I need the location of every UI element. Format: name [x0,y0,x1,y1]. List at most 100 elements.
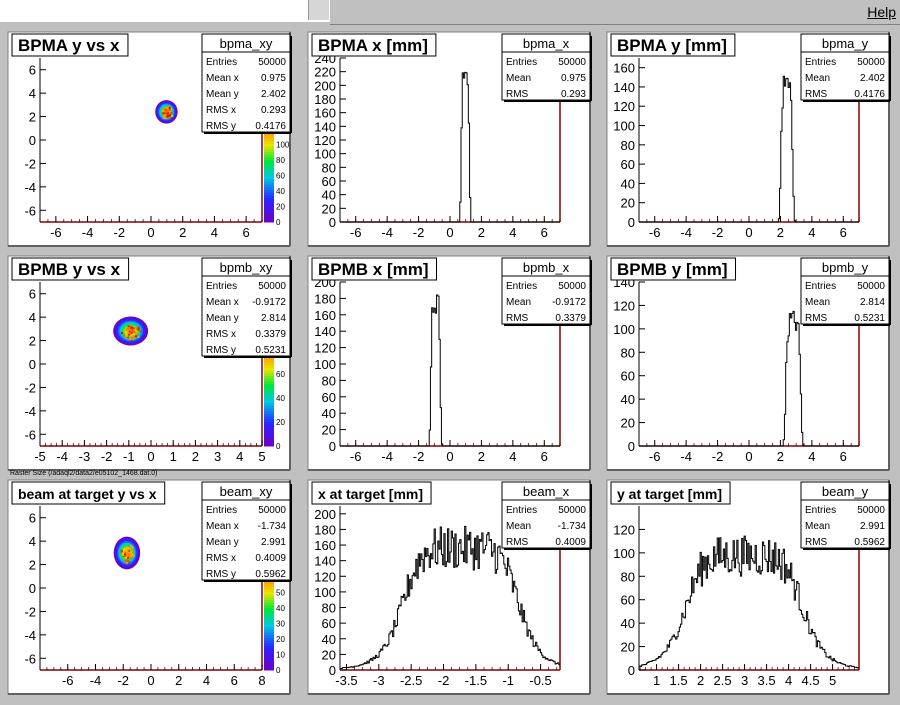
stats-value: 0.3379 [555,313,586,324]
density-cell [162,114,165,117]
stats-value: 50000 [258,57,286,68]
density-cell [162,112,165,115]
y-tick-label: 40 [322,632,336,647]
palette-tick-label: 0 [276,666,281,675]
title-box [610,33,736,57]
density-cell [127,551,130,554]
density-cell [125,552,128,555]
y-tick-label: 100 [314,585,336,600]
density-cell [171,114,174,117]
stats-value: 0.5962 [854,537,885,548]
density-cell [136,327,139,330]
y-tick-label: 20 [621,196,635,211]
palette-cell [264,203,274,207]
x-tick-label: -6 [649,225,661,240]
palette-cell [264,378,274,382]
scrollbar[interactable] [308,0,329,20]
palette-cell [264,159,274,163]
x-tick-label: -2 [712,225,724,240]
x-tick-label: -1 [502,673,514,688]
palette-cell [264,642,274,647]
stats-value: 50000 [258,281,286,292]
x-tick-label: 6 [231,673,238,688]
x-tick-label: -2 [117,673,129,688]
density-cell [129,326,132,329]
palette-cell [264,410,274,415]
histogram-line [639,310,859,447]
palette-cell [264,626,274,630]
stats-value: 50000 [857,281,885,292]
palette-tick-label: 40 [276,187,285,196]
density-cell [124,553,127,556]
x-tick-label: -1 [123,449,135,464]
palette-cell [264,432,274,436]
palette-cell [264,359,274,363]
y-tick-label: 20 [621,640,635,655]
x-tick-label: -3 [79,449,91,464]
density-cell [124,334,127,337]
x-tick-label: -2 [101,449,113,464]
y-tick-label: -6 [24,203,36,218]
palette-cell [264,394,274,398]
stats-label: Mean y [206,313,239,324]
y-tick-label: 4 [29,534,36,549]
x-tick-label: 4 [236,449,243,464]
y-tick-label: 120 [314,569,336,584]
density-cell [125,561,128,564]
palette-cell [264,389,274,393]
y-tick-label: 40 [621,176,635,191]
y-tick-label: 120 [314,341,336,356]
density-cell [166,115,169,118]
palette-tick-label: 20 [276,418,285,427]
y-tick-label: -6 [24,427,36,442]
density-cell [129,332,132,335]
histogram-line [639,535,859,669]
stats-label: Entries [206,57,237,68]
density-cell [138,330,141,333]
stats-value: -0.9172 [552,297,586,308]
y-tick-label: 120 [613,298,635,313]
palette-tick-label: 100 [276,141,290,150]
density-cell [130,555,133,558]
stats-value: 0.5962 [255,569,286,580]
x-tick-label: -0.5 [529,673,551,688]
x-tick-label: 0 [745,449,752,464]
stats-value: 0.975 [261,73,286,84]
density-cell [131,549,134,552]
palette-cell [264,440,274,444]
y-tick-label: 20 [322,647,336,662]
stats-label: Entries [805,281,836,292]
palette-cell [264,208,274,212]
x-tick-label: 6 [840,225,847,240]
density-cell [132,327,135,330]
palette-cell [264,213,274,218]
palette-cell [264,664,274,668]
y-tick-label: -2 [24,380,36,395]
density-cell [128,552,131,555]
density-cell [128,561,131,564]
palette-cell [264,143,274,147]
y-tick-label: 100 [314,147,336,162]
density-cell [127,556,130,559]
stats-value: 0.4176 [255,121,286,132]
stats-label: RMS [805,313,828,324]
density-cell [120,550,123,553]
stats-value: -0.9172 [252,297,286,308]
x-tick-label: -6 [649,449,661,464]
y-tick-label: 80 [322,160,336,175]
palette-cell [264,618,274,622]
histogram-line [639,75,859,223]
x-tick-label: -6 [62,673,74,688]
palette-cell [264,613,274,617]
x-tick-label: 0 [147,673,154,688]
density-cell [133,335,136,338]
palette-cell [264,151,274,155]
help-menu[interactable]: Help [867,4,896,20]
title-box [11,257,130,281]
x-tick-label: 6 [840,449,847,464]
y-tick-label: 4 [29,86,36,101]
stats-box [800,257,890,325]
y-tick-label: 140 [314,324,336,339]
density-cell [131,546,134,549]
palette-cell [264,648,274,652]
